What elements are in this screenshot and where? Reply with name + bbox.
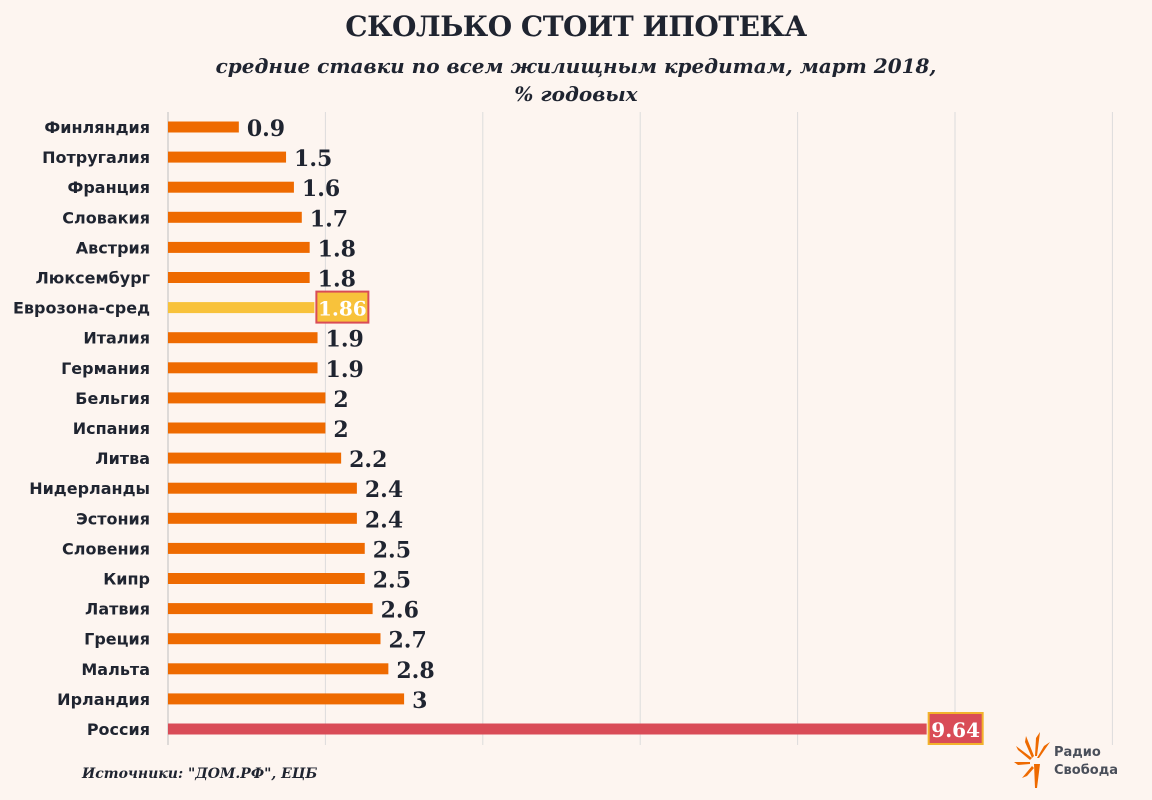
category-label: Финляндия	[44, 118, 150, 137]
category-label: Австрия	[76, 238, 150, 257]
bar	[168, 392, 326, 404]
value-label: 3	[412, 688, 427, 714]
category-label: Испания	[73, 419, 150, 438]
logo-text: Радио Свобода	[1054, 744, 1118, 780]
category-label: Франция	[67, 178, 150, 197]
category-label: Потругалия	[42, 148, 150, 167]
bar	[168, 542, 365, 554]
value-label: 1.9	[326, 327, 364, 353]
bar	[168, 452, 342, 464]
bar	[168, 151, 287, 163]
chart-subtitle-line1: средние ставки по всем жилищным кредитам…	[215, 54, 937, 78]
value-label: 1.9	[326, 357, 364, 383]
value-label: 1.8	[318, 236, 356, 262]
value-label: 2.5	[373, 568, 411, 594]
bar	[168, 362, 318, 374]
logo-line1: Радио	[1054, 745, 1101, 760]
chart-subtitle: средние ставки по всем жилищным кредитам…	[0, 52, 1152, 108]
bar	[168, 332, 318, 344]
value-label: 1.7	[310, 206, 348, 232]
value-label-box	[315, 290, 370, 324]
value-label: 2	[333, 417, 348, 443]
bar	[168, 181, 294, 193]
bar	[168, 512, 357, 524]
bar	[168, 302, 315, 314]
value-label: 2.8	[396, 658, 434, 684]
category-label: Италия	[83, 329, 150, 348]
bar	[168, 633, 381, 645]
value-label: 2.5	[373, 537, 411, 563]
category-label: Словакия	[62, 208, 150, 227]
chart-subtitle-line2: % годовых	[514, 82, 638, 106]
category-label: Эстония	[76, 509, 150, 528]
bar	[168, 663, 389, 675]
value-label: 2.6	[381, 598, 419, 624]
bar	[168, 121, 239, 133]
value-label: 9.64	[931, 718, 980, 742]
value-label: 2	[333, 387, 348, 413]
category-label: Греция	[84, 630, 150, 649]
category-label: Мальта	[81, 660, 150, 679]
bar	[168, 422, 326, 434]
value-label: 2.7	[388, 628, 426, 654]
value-label-box	[927, 712, 984, 745]
radio-svoboda-torch-icon	[1014, 732, 1050, 788]
bar	[168, 723, 927, 735]
value-label: 1.6	[302, 176, 340, 202]
bar	[168, 241, 310, 253]
bar	[168, 573, 365, 584]
value-label: 1.86	[318, 297, 367, 321]
value-label: 2.4	[365, 507, 403, 533]
category-label: Кипр	[103, 570, 150, 589]
value-label: 1.5	[294, 146, 332, 172]
category-label: Германия	[61, 359, 150, 378]
bar	[168, 603, 373, 615]
value-label: 1.8	[318, 267, 356, 293]
bar	[168, 482, 357, 494]
category-label: Люксембург	[35, 269, 150, 288]
category-label: Литва	[95, 449, 150, 468]
category-label: Бельгия	[75, 389, 150, 408]
value-label: 2.2	[349, 447, 387, 473]
category-label: Латвия	[85, 600, 150, 619]
bar	[168, 693, 405, 705]
source-note: Источники: "ДОМ.РФ", ЕЦБ	[82, 766, 318, 782]
category-label: Россия	[87, 720, 150, 739]
category-label: Ирландия	[57, 690, 150, 709]
bar	[168, 211, 302, 223]
category-label: Еврозона-сред	[13, 299, 150, 318]
logo-line2: Свобода	[1054, 763, 1118, 778]
value-label: 2.4	[365, 477, 403, 503]
bar	[168, 272, 310, 283]
category-label: Словения	[62, 539, 150, 558]
chart-title: СКОЛЬКО СТОИТ ИПОТЕКА	[345, 10, 807, 43]
value-label: 0.9	[247, 116, 285, 142]
category-label: Нидерланды	[29, 479, 150, 498]
